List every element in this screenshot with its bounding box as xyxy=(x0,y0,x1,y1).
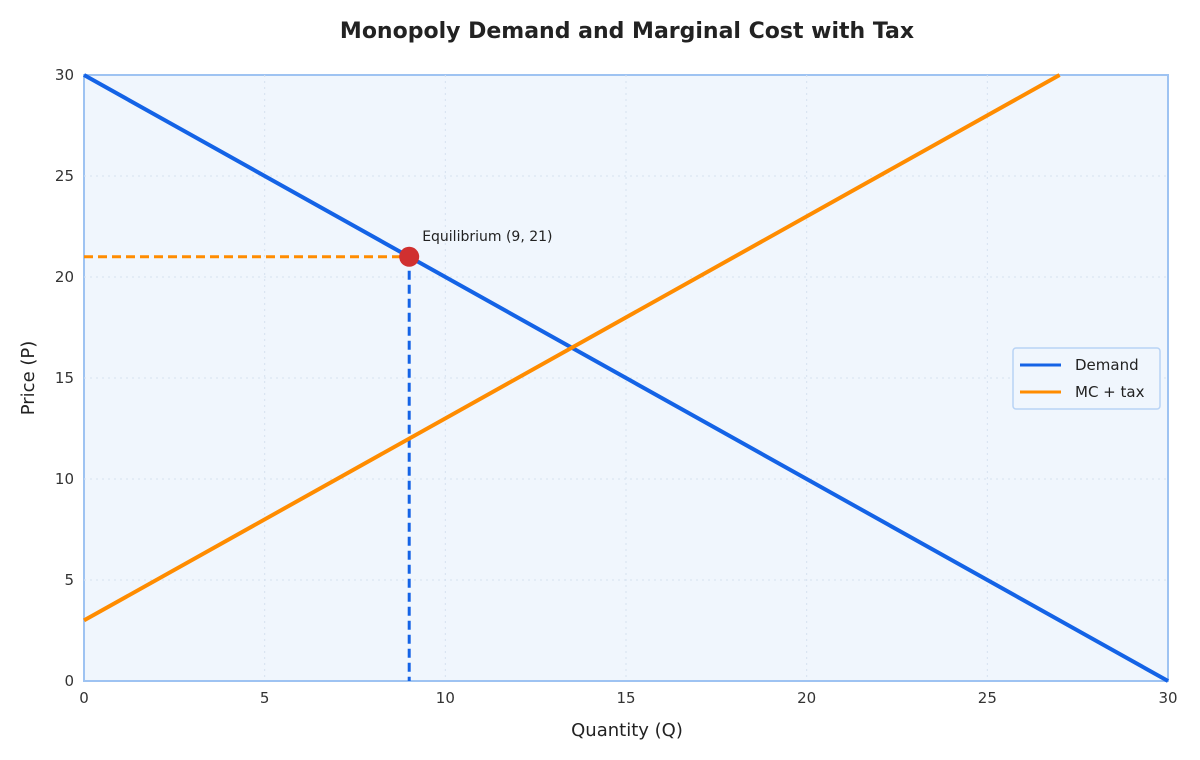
ticks: 0 5 10 15 20 25 30 0 5 10 15 20 25 30 xyxy=(55,66,1178,707)
x-tick-label: 25 xyxy=(978,689,997,707)
x-axis-label: Quantity (Q) xyxy=(571,720,683,741)
legend: Demand MC + tax xyxy=(1012,347,1161,410)
y-axis-label: Price (P) xyxy=(18,341,39,416)
series-line-demand xyxy=(83,73,1169,683)
x-tick-label: 10 xyxy=(436,689,455,707)
series-line-mc-tax xyxy=(83,73,1061,623)
y-tick-label: 20 xyxy=(55,268,74,286)
y-tick-label: 5 xyxy=(64,571,74,589)
x-tick-label: 0 xyxy=(79,689,89,707)
x-tick-label: 5 xyxy=(260,689,270,707)
y-tick-label: 10 xyxy=(55,470,74,488)
y-tick-label: 25 xyxy=(55,167,74,185)
legend-box xyxy=(1012,347,1161,410)
y-tick-label: 30 xyxy=(55,66,74,84)
x-tick-label: 30 xyxy=(1158,689,1177,707)
legend-label-demand: Demand xyxy=(1075,356,1139,374)
y-tick-label: 15 xyxy=(55,369,74,387)
lines: Equilibrium (9, 21) xyxy=(83,73,1169,683)
y-tick-label: 0 xyxy=(64,672,74,690)
x-tick-label: 20 xyxy=(797,689,816,707)
equilibrium-point xyxy=(399,246,420,267)
equilibrium-annotation: Equilibrium (9, 21) xyxy=(422,229,552,245)
x-tick-label: 15 xyxy=(616,689,635,707)
chart-title: Monopoly Demand and Marginal Cost with T… xyxy=(340,19,914,44)
legend-label-mc-tax: MC + tax xyxy=(1075,383,1145,401)
